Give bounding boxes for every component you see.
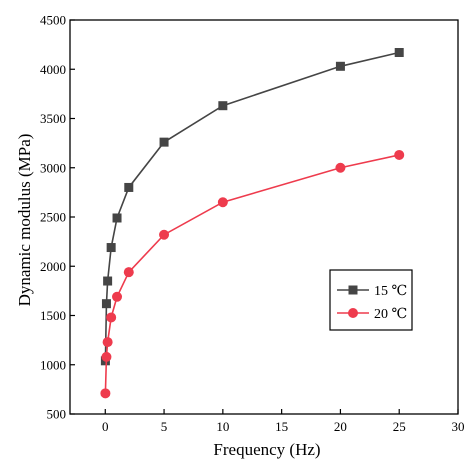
legend-marker: [348, 285, 358, 295]
data-point: [123, 267, 134, 278]
y-axis-title: Dynamic modulus (MPa): [15, 134, 34, 307]
data-point: [159, 229, 170, 240]
legend: 15 ℃ 20 ℃: [329, 269, 413, 331]
data-point: [103, 276, 113, 286]
y-tick-label: 4000: [40, 62, 66, 77]
data-point: [106, 243, 116, 253]
series-line: [104, 51, 400, 361]
y-tick-label: 1500: [40, 308, 66, 323]
legend-label: 20 ℃: [374, 307, 407, 322]
x-tick-label: 0: [102, 419, 109, 434]
y-tick-label: 4500: [40, 13, 66, 28]
y-tick-label: 2000: [40, 259, 66, 274]
data-point: [394, 48, 404, 58]
y-tick-label: 1000: [40, 357, 66, 372]
y-tick-label: 3000: [40, 160, 66, 175]
x-axis-title: Frequency (Hz): [213, 440, 320, 459]
y-tick-label: 3500: [40, 111, 66, 126]
data-point: [159, 137, 169, 147]
y-tick-label: 2500: [40, 210, 66, 225]
data-point: [112, 213, 122, 223]
data-point: [335, 61, 345, 71]
data-point: [124, 182, 134, 192]
x-tick-label: 10: [216, 419, 229, 434]
x-tick-label: 20: [334, 419, 347, 434]
data-point: [218, 101, 228, 111]
data-point: [100, 388, 111, 399]
series-layer: [100, 48, 405, 399]
plot-frame: [69, 19, 459, 415]
ticks: 0 5 10 15 20 25 30 500 1000 1500 2000 2500 3000 3500 4…: [40, 13, 465, 435]
x-tick-label: 25: [393, 419, 406, 434]
legend-box: [329, 269, 413, 331]
data-point: [394, 149, 405, 160]
legend-marker: [348, 308, 358, 318]
data-point: [102, 337, 113, 348]
series-2: [100, 149, 405, 399]
data-point: [335, 162, 346, 173]
data-point: [106, 312, 117, 323]
data-point: [101, 351, 112, 362]
data-point: [217, 197, 228, 208]
series-1: [100, 48, 404, 366]
data-point: [101, 299, 111, 309]
series-line: [104, 154, 400, 394]
data-point: [112, 291, 123, 302]
legend-label: 15 ℃: [374, 284, 407, 299]
x-tick-label: 5: [161, 419, 168, 434]
y-tick-label: 500: [47, 407, 67, 422]
x-tick-label: 15: [275, 419, 288, 434]
axes: [69, 19, 459, 415]
x-tick-label: 30: [452, 419, 465, 434]
